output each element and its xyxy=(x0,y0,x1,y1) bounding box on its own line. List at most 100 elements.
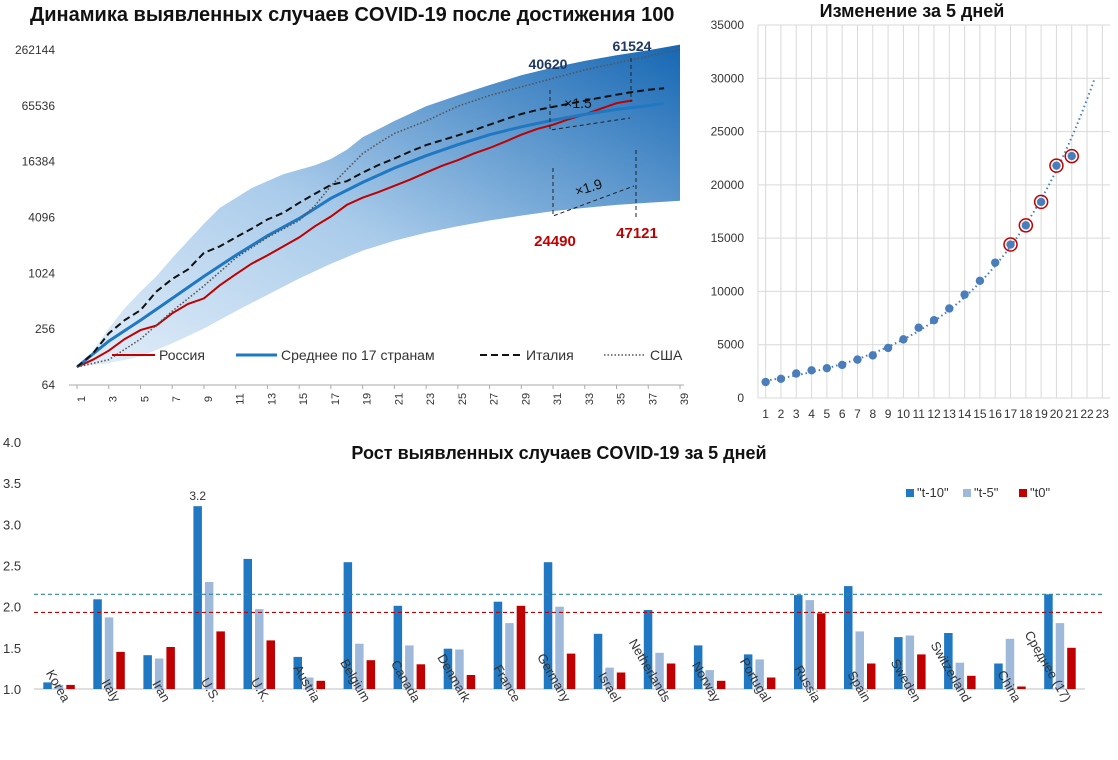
bar-netherlands-t0 xyxy=(666,663,676,689)
data-point xyxy=(929,316,939,325)
annotation-1-5: ×1.5 xyxy=(564,95,592,111)
x-tick-label: 11 xyxy=(235,393,247,404)
data-point xyxy=(853,355,862,364)
data-point xyxy=(792,369,801,378)
legend-swatch-t0 xyxy=(1019,489,1027,497)
y-tick-label: 0 xyxy=(737,391,744,405)
bar-sweden-t-10 xyxy=(894,637,903,689)
bar-belgium-t-5 xyxy=(355,643,364,689)
x-tick-label: 37 xyxy=(647,393,659,405)
y-tick-label: 2.5 xyxy=(3,559,21,574)
min-max-band xyxy=(77,44,680,367)
bar-canada-t-5 xyxy=(405,645,414,689)
bar-france-t-10 xyxy=(493,601,503,689)
bar-среднее-17-t-5 xyxy=(1055,623,1065,689)
bar-germany-t-10 xyxy=(543,562,553,689)
bar-spain-t-10 xyxy=(844,586,853,689)
bar-u-k-t0 xyxy=(266,640,275,689)
bar-china-t0 xyxy=(1017,686,1026,689)
x-tick-label: 33 xyxy=(584,393,596,405)
bar-germany-t0 xyxy=(566,653,576,689)
x-tick-label: 13 xyxy=(943,407,957,420)
data-point xyxy=(822,363,832,373)
ratio-guide-upper xyxy=(549,90,631,131)
bar-u-s-t-5 xyxy=(204,582,214,689)
y-tick-label: 65536 xyxy=(22,99,56,113)
x-tick-label: 6 xyxy=(839,407,846,420)
bar-canada-t0 xyxy=(416,664,426,689)
annotation-24490: 24490 xyxy=(534,233,576,250)
bar-norway-t0 xyxy=(716,680,726,689)
main-chart-panel: 64 256 1024 4096 16384 65536 262144 1 3 5 7 9 11 13 15… xyxy=(0,0,700,420)
bar-spain-t-5 xyxy=(855,631,864,689)
bar-china-t-10 xyxy=(994,663,1003,689)
exponential-trendline xyxy=(765,77,1096,382)
bar-u-k-t-10 xyxy=(243,558,252,689)
x-tick-label: 18 xyxy=(1019,407,1033,420)
y-tick-label: 3.0 xyxy=(3,517,21,532)
bar-israel-t-10 xyxy=(593,633,603,689)
x-tick-label: 3 xyxy=(108,396,120,402)
legend-label-сша: США xyxy=(650,347,683,363)
bar-iran-t0 xyxy=(166,647,175,689)
bar-belgium-t-10 xyxy=(343,562,353,689)
highlight-ring xyxy=(1049,158,1064,173)
y-tick-label: 3.5 xyxy=(3,476,21,491)
x-tick-label: 7 xyxy=(854,407,861,420)
bar-denmark-t-10 xyxy=(443,648,453,689)
bar-france-t-5 xyxy=(505,623,514,689)
y-tick-label: 2.0 xyxy=(3,600,21,615)
x-tick-label: 31 xyxy=(552,393,564,405)
bar-austria-t-10 xyxy=(293,656,302,689)
x-tick-label: 21 xyxy=(393,393,405,405)
bar-italy-t-5 xyxy=(104,617,114,689)
data-point xyxy=(945,304,954,313)
x-tick-label: 4 xyxy=(808,407,815,420)
highlight-ring xyxy=(1018,218,1034,233)
bar-portugal-t0 xyxy=(766,677,776,689)
bar-korea-t-10 xyxy=(43,682,52,689)
data-point xyxy=(1006,240,1015,249)
bar-switzerland-t-10 xyxy=(944,633,953,689)
highlight-ring xyxy=(1033,194,1049,210)
data-point xyxy=(991,258,1000,267)
data-point xyxy=(1067,151,1076,161)
legend-label-t0: "t0" xyxy=(1030,485,1050,500)
data-point xyxy=(1021,221,1031,230)
data-label: 3.2 xyxy=(189,489,206,503)
series-line-сша xyxy=(76,48,681,368)
data-point xyxy=(960,290,969,299)
data-point xyxy=(837,360,847,370)
x-tick-label: 15 xyxy=(973,407,987,420)
x-tick-label: 35 xyxy=(616,393,628,405)
bar-среднее-17-t0 xyxy=(1067,647,1076,689)
legend-label-t-10: "t-10" xyxy=(917,485,949,500)
x-tick-label: 8 xyxy=(869,407,876,420)
data-point xyxy=(868,351,877,360)
data-point xyxy=(776,374,786,384)
x-tick-label: 5 xyxy=(824,407,831,420)
highlight-ring xyxy=(1003,237,1018,252)
x-tick-label: 11 xyxy=(912,407,925,420)
data-point xyxy=(883,343,893,353)
legend-swatch-t-5 xyxy=(963,489,971,497)
x-tick-label: 27 xyxy=(489,393,501,405)
legend-swatch-t-10 xyxy=(906,489,914,497)
bar-spain-t0 xyxy=(867,663,876,689)
bar-canada-t-10 xyxy=(393,605,403,689)
x-tick-label: 20 xyxy=(1050,407,1064,420)
bar-israel-t-5 xyxy=(605,667,614,689)
five-day-change-title: Изменение за 5 дней xyxy=(819,1,1005,21)
bar-netherlands-t-5 xyxy=(655,652,664,689)
bar-switzerland-t0 xyxy=(967,675,976,689)
bar-iran-t-10 xyxy=(143,655,152,689)
ratio-guide-lower xyxy=(552,168,635,217)
x-tick-label: 25 xyxy=(457,393,469,405)
bar-china-t-5 xyxy=(1005,638,1015,689)
x-tick-label: 13 xyxy=(266,393,278,405)
bar-israel-t0 xyxy=(616,672,626,689)
x-tick-label: 2 xyxy=(778,407,785,420)
x-tick-label: 23 xyxy=(1096,407,1110,420)
